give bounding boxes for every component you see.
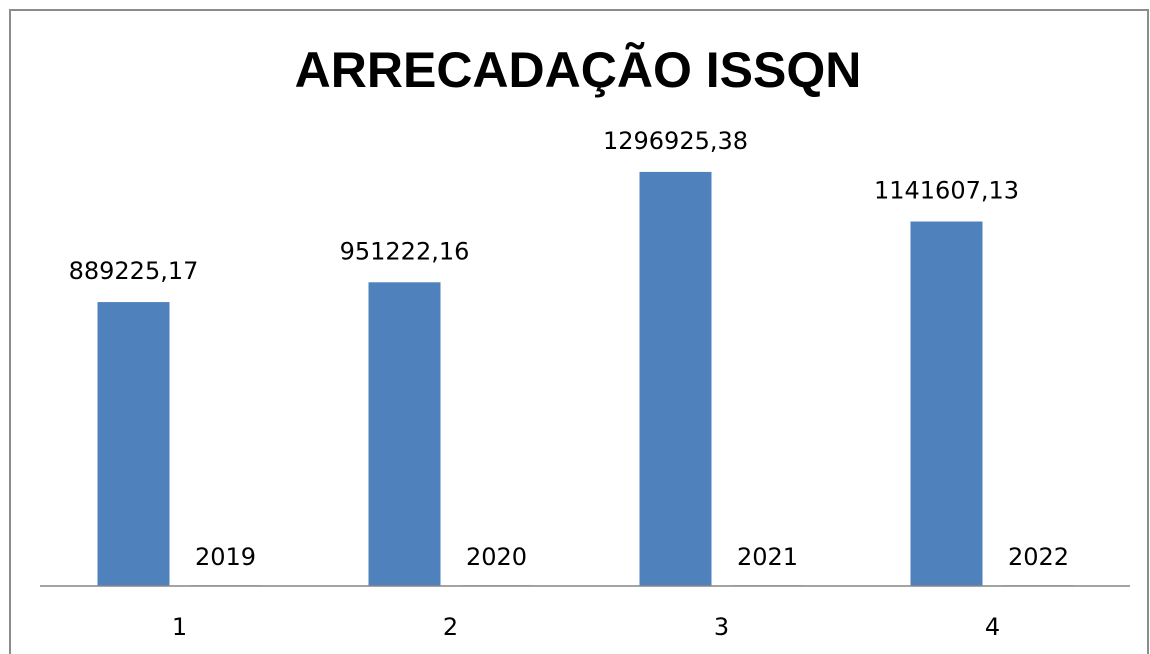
- data-label: 889225,17: [69, 257, 199, 285]
- data-label: 2020: [466, 543, 527, 571]
- bar: [97, 302, 170, 586]
- x-tick-label: 3: [714, 613, 729, 641]
- data-label: 2019: [195, 543, 256, 571]
- x-tick-label: 4: [985, 613, 1000, 641]
- data-label: 2021: [737, 543, 798, 571]
- x-tick-label: 2: [443, 613, 458, 641]
- data-label: 951222,16: [340, 237, 470, 265]
- bar: [910, 221, 983, 586]
- bar: [368, 282, 441, 586]
- data-label: 1141607,13: [874, 177, 1019, 205]
- data-label: 1296925,38: [603, 127, 748, 155]
- x-tick-label: 1: [172, 613, 187, 641]
- data-label: 2022: [1008, 543, 1069, 571]
- bar: [639, 171, 712, 586]
- chart-title: ARRECADAÇÃO ISSQN: [295, 42, 862, 98]
